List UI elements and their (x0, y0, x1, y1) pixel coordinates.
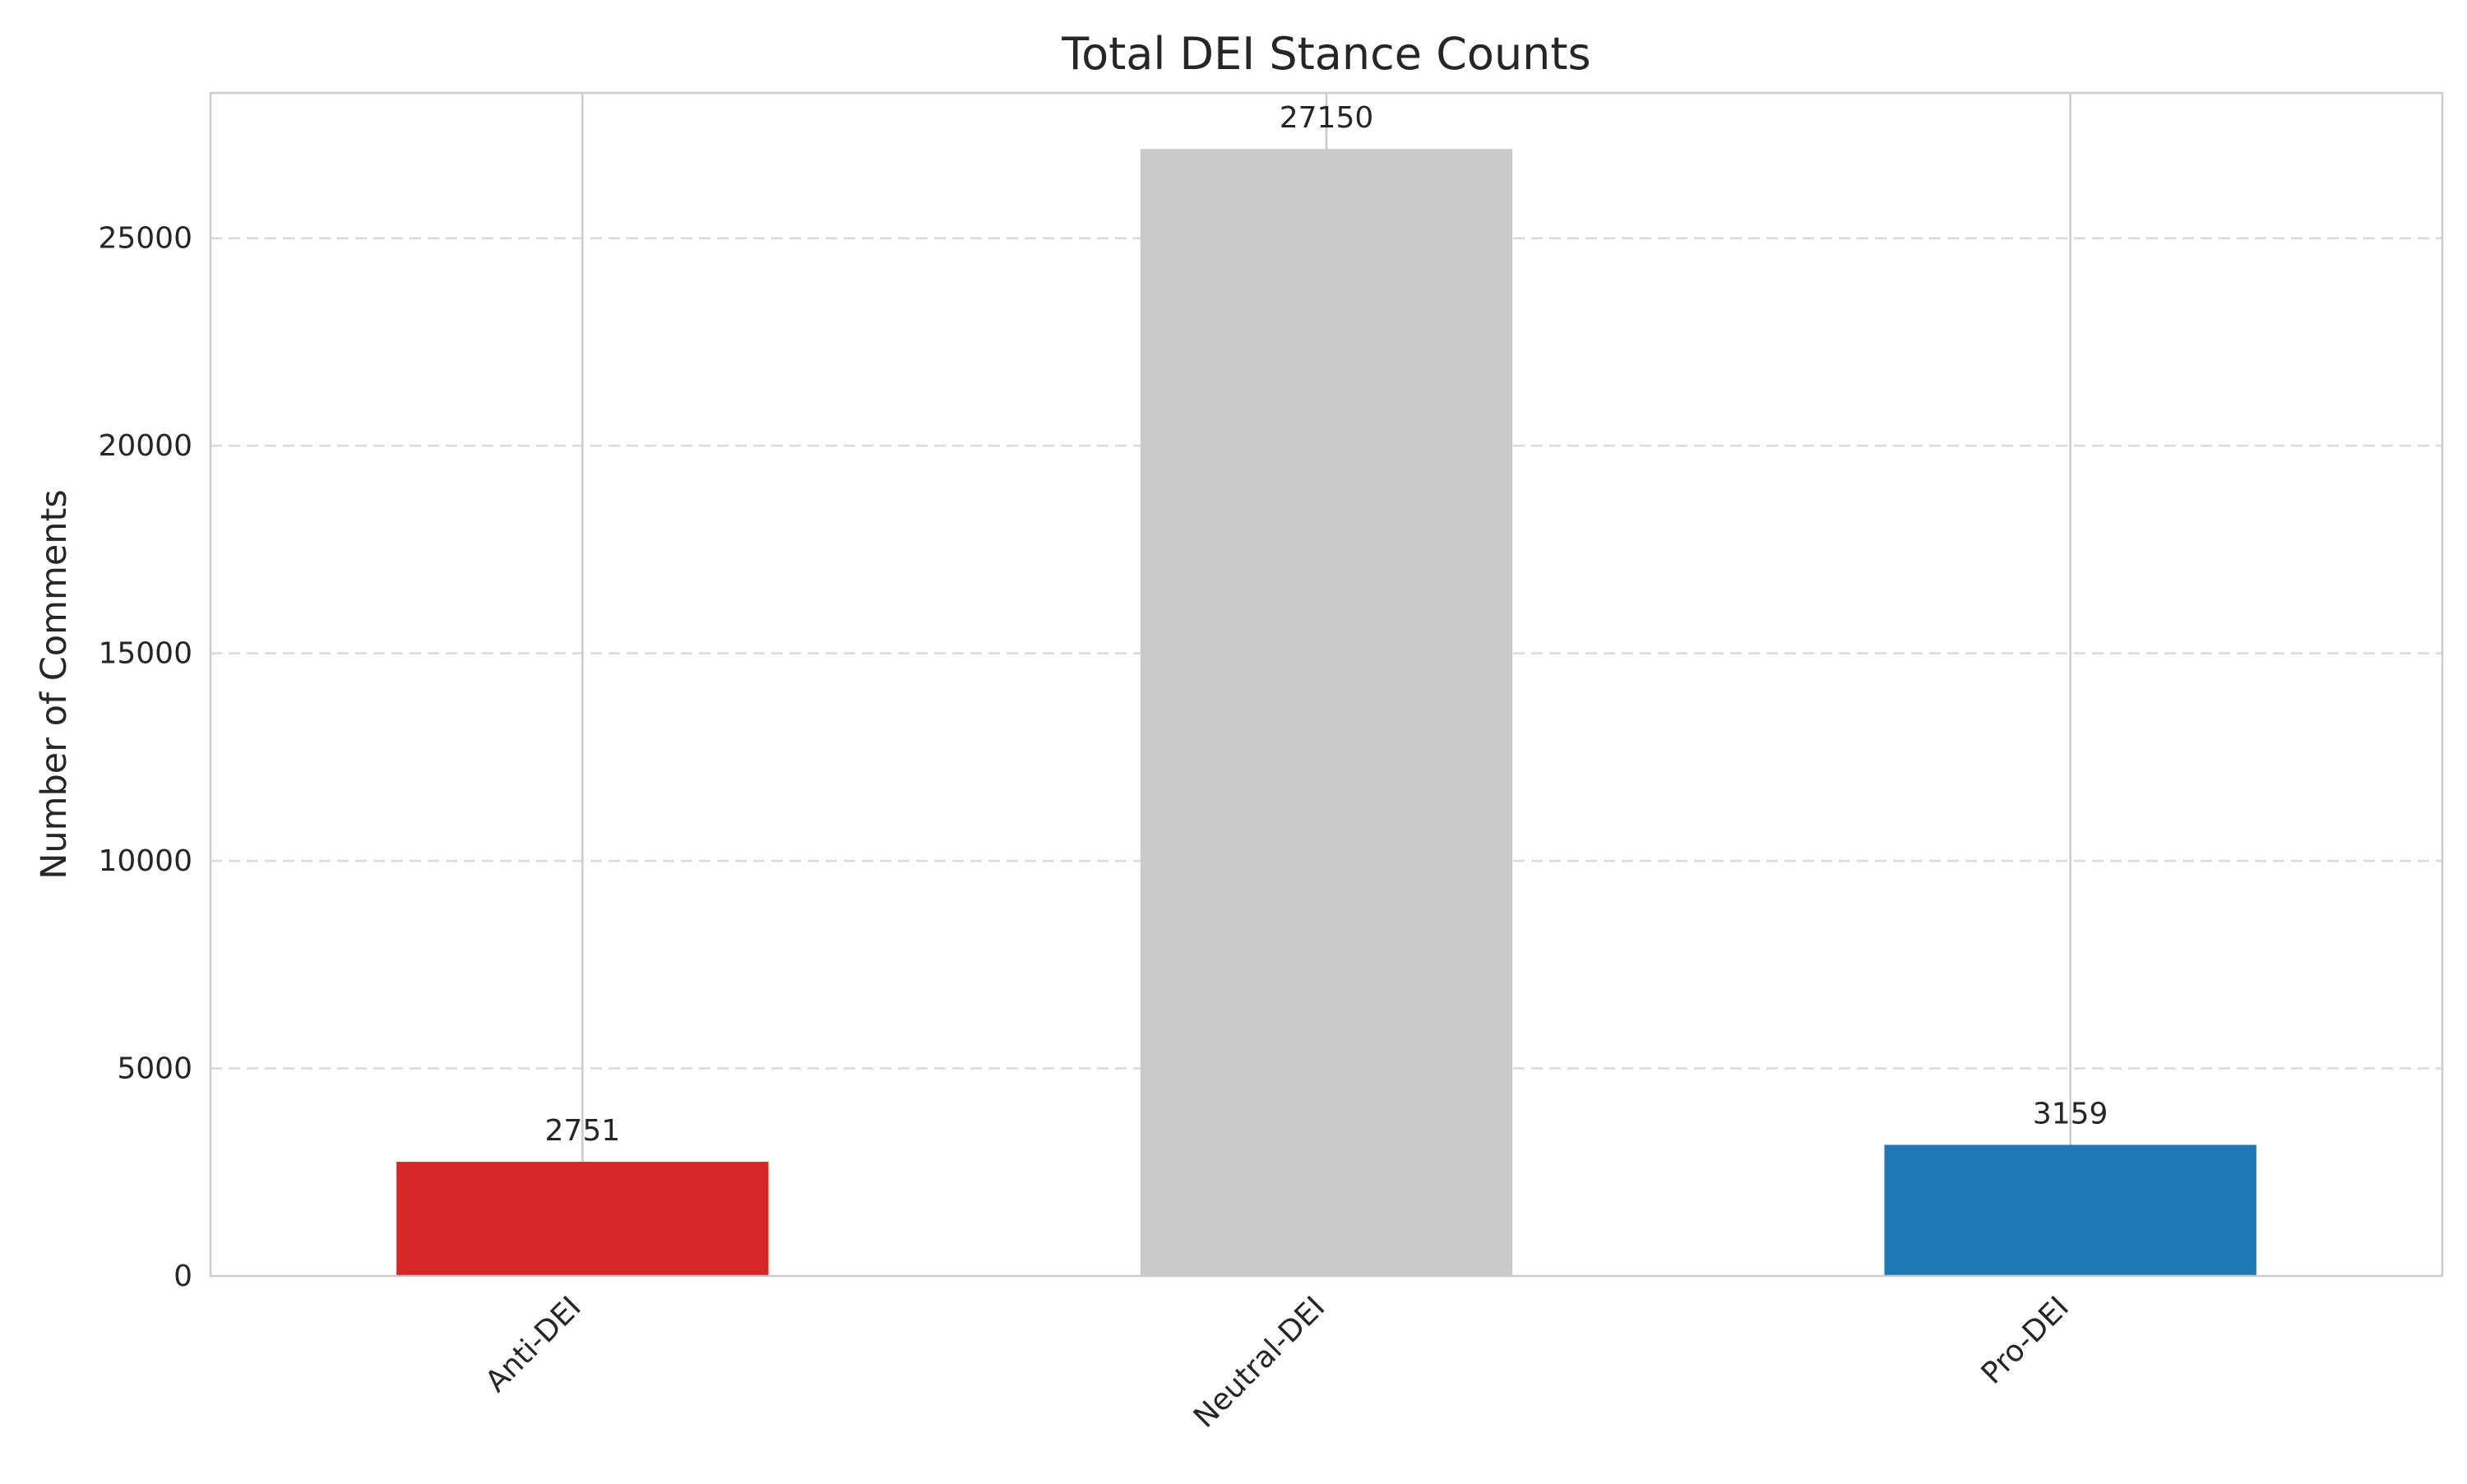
x-tick-label: Neutral-DEI (1187, 1290, 1331, 1434)
chart-title: Total DEI Stance Counts (1061, 28, 1590, 80)
data-label: 2751 (545, 1114, 621, 1148)
bar-anti-dei (396, 1162, 769, 1276)
bar-pro-dei (1884, 1144, 2256, 1276)
y-tick-label: 20000 (98, 429, 192, 463)
y-tick-label: 0 (174, 1260, 192, 1293)
bars (396, 149, 2256, 1276)
data-labels: 2751 27150 3159 (545, 101, 2108, 1163)
data-label: 3159 (2033, 1097, 2108, 1130)
x-tick-label: Pro-DEI (1975, 1290, 2076, 1390)
y-tick-label: 25000 (98, 222, 192, 256)
data-label: 27150 (1280, 101, 1374, 135)
x-tick-label: Anti-DEI (479, 1290, 588, 1398)
y-tick-label: 10000 (98, 844, 192, 878)
y-tick-label: 5000 (117, 1052, 192, 1086)
bar-neutral-dei (1140, 149, 1513, 1276)
y-axis-label: Number of Comments (34, 489, 75, 880)
plot-frame (209, 91, 2444, 1278)
y-tick-label: 15000 (98, 637, 192, 671)
